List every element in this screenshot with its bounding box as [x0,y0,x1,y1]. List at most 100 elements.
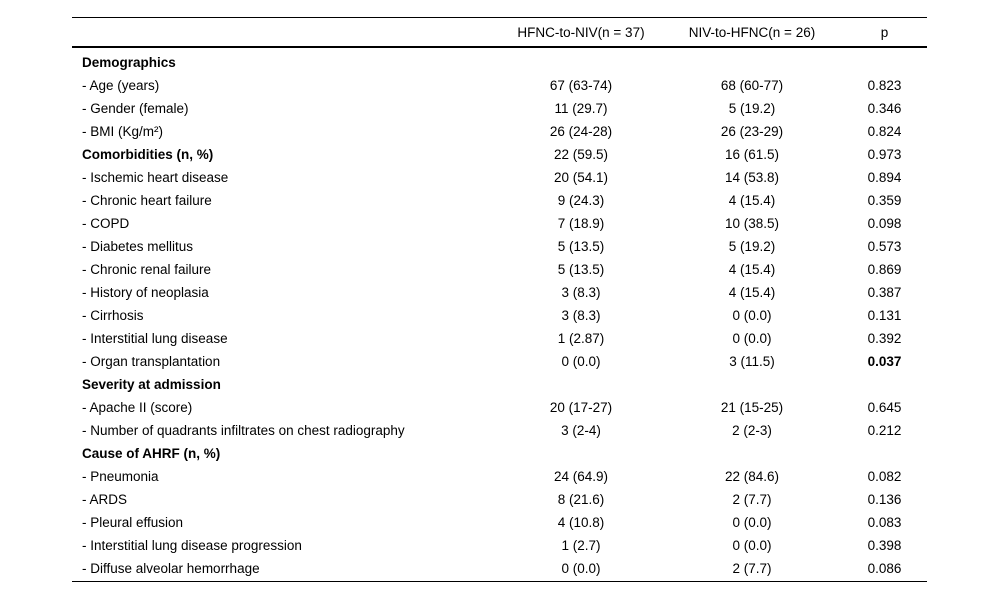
row-label: - Age (years) [82,78,160,93]
group1-value: 20 (54.1) [553,170,609,185]
row-label: Demographics [82,55,176,70]
table-row: - Gender (female) 11 (29.7) 5 (19.2) 0.3… [72,97,927,120]
table-row: - Chronic renal failure 5 (13.5) 4 (15.4… [72,258,927,281]
group1-value: 3 (8.3) [561,308,601,323]
table-row: - Pneumonia 24 (64.9) 22 (84.6) 0.082 [72,465,927,488]
group1-value: 8 (21.6) [557,492,605,507]
group1-value: 1 (2.87) [557,331,605,346]
p-value: 0.392 [867,331,902,346]
table-row: Severity at admission [72,373,927,396]
group2-value: 68 (60-77) [720,78,784,93]
p-value: 0.387 [867,285,902,300]
row-label: - Gender (female) [82,101,189,116]
table-row: - Diabetes mellitus 5 (13.5) 5 (19.2) 0.… [72,235,927,258]
table-row: - COPD 7 (18.9) 10 (38.5) 0.098 [72,212,927,235]
table-row: Comorbidities (n, %) 22 (59.5) 16 (61.5)… [72,143,927,166]
p-value: 0.359 [867,193,902,208]
group2-value: 4 (15.4) [728,193,776,208]
group1-value: 9 (24.3) [557,193,605,208]
row-label: - ARDS [82,492,128,507]
p-value: 0.083 [867,515,902,530]
group1-value: 24 (64.9) [553,469,609,484]
row-label: - BMI (Kg/m²) [82,124,163,139]
group2-value: 14 (53.8) [724,170,780,185]
group1-value: 11 (29.7) [554,101,608,116]
group1-value: 4 (10.8) [557,515,605,530]
group1-value [500,51,662,74]
p-value: 0.824 [867,124,902,139]
table-row: - Pleural effusion 4 (10.8) 0 (0.0) 0.08… [72,511,927,534]
table-row: - Apache II (score) 20 (17-27) 21 (15-25… [72,396,927,419]
table-body: Demographics - Age (years) 67 (63-74) 68… [72,48,927,582]
p-value: 0.136 [867,492,902,507]
p-value: 0.823 [867,78,902,93]
row-label: - Pneumonia [82,469,159,484]
group1-value: 5 (13.5) [557,262,605,277]
table-row: - Diffuse alveolar hemorrhage 0 (0.0) 2 … [72,557,927,580]
group1-value: 3 (8.3) [561,285,601,300]
group2-value [662,442,842,465]
header-pvalue: p [880,24,889,40]
group1-value: 5 (13.5) [557,239,605,254]
group1-value: 0 (0.0) [561,354,601,369]
group1-value [500,373,662,396]
group2-value: 2 (2-3) [732,423,772,438]
group2-value: 4 (15.4) [728,285,776,300]
group1-value: 26 (24-28) [549,124,613,139]
row-label: - Pleural effusion [82,515,184,530]
group1-value [500,442,662,465]
group2-value: 26 (23-29) [720,124,784,139]
p-value: 0.131 [867,308,902,323]
row-label: - Cirrhosis [82,308,144,323]
row-label: - Number of quadrants infiltrates on che… [82,423,405,438]
p-value: 0.037 [867,354,902,369]
group2-value [662,373,842,396]
row-label: - Diabetes mellitus [82,239,194,254]
header-group1: HFNC-to-NIV(n = 37) [517,24,645,40]
p-value: 0.645 [867,400,902,415]
table-row: Cause of AHRF (n, %) [72,442,927,465]
group2-value: 2 (7.7) [732,492,772,507]
comparison-table: HFNC-to-NIV(n = 37) NIV-to-HFNC(n = 26) … [72,17,927,582]
group1-value: 1 (2.7) [561,538,601,553]
group1-value: 3 (2-4) [561,423,601,438]
header-group2: NIV-to-HFNC(n = 26) [688,24,816,40]
p-value [842,373,927,396]
table-row: - Age (years) 67 (63-74) 68 (60-77) 0.82… [72,74,927,97]
table-row: - Cirrhosis 3 (8.3) 0 (0.0) 0.131 [72,304,927,327]
table-row: - Chronic heart failure 9 (24.3) 4 (15.4… [72,189,927,212]
row-label: - Apache II (score) [82,400,193,415]
p-value: 0.869 [867,262,902,277]
table-row: - Organ transplantation 0 (0.0) 3 (11.5)… [72,350,927,373]
group1-value: 22 (59.5) [553,147,609,162]
group2-value: 10 (38.5) [724,216,780,231]
p-value: 0.098 [867,216,902,231]
row-label: - COPD [82,216,130,231]
group2-value: 4 (15.4) [728,262,776,277]
p-value: 0.086 [867,561,902,576]
p-value: 0.398 [867,538,902,553]
group2-value: 0 (0.0) [732,515,772,530]
p-value [842,442,927,465]
group2-value [662,51,842,74]
row-label: Comorbidities (n, %) [82,147,214,162]
group2-value: 22 (84.6) [724,469,780,484]
table-row: - ARDS 8 (21.6) 2 (7.7) 0.136 [72,488,927,511]
row-label: - Diffuse alveolar hemorrhage [82,561,260,576]
table-row: Demographics [72,51,927,74]
p-value: 0.082 [867,469,902,484]
p-value: 0.346 [867,101,902,116]
p-value: 0.573 [867,239,902,254]
row-label: - Organ transplantation [82,354,221,369]
p-value: 0.894 [867,170,902,185]
row-label: - History of neoplasia [82,285,209,300]
group2-value: 16 (61.5) [724,147,780,162]
group2-value: 0 (0.0) [732,331,772,346]
group2-value: 5 (19.2) [728,239,776,254]
row-label: - Interstitial lung disease progression [82,538,302,553]
row-label: - Ischemic heart disease [82,170,229,185]
group2-value: 2 (7.7) [732,561,772,576]
table-row: - Interstitial lung disease 1 (2.87) 0 (… [72,327,927,350]
row-label: - Chronic renal failure [82,262,212,277]
group1-value: 20 (17-27) [549,400,613,415]
